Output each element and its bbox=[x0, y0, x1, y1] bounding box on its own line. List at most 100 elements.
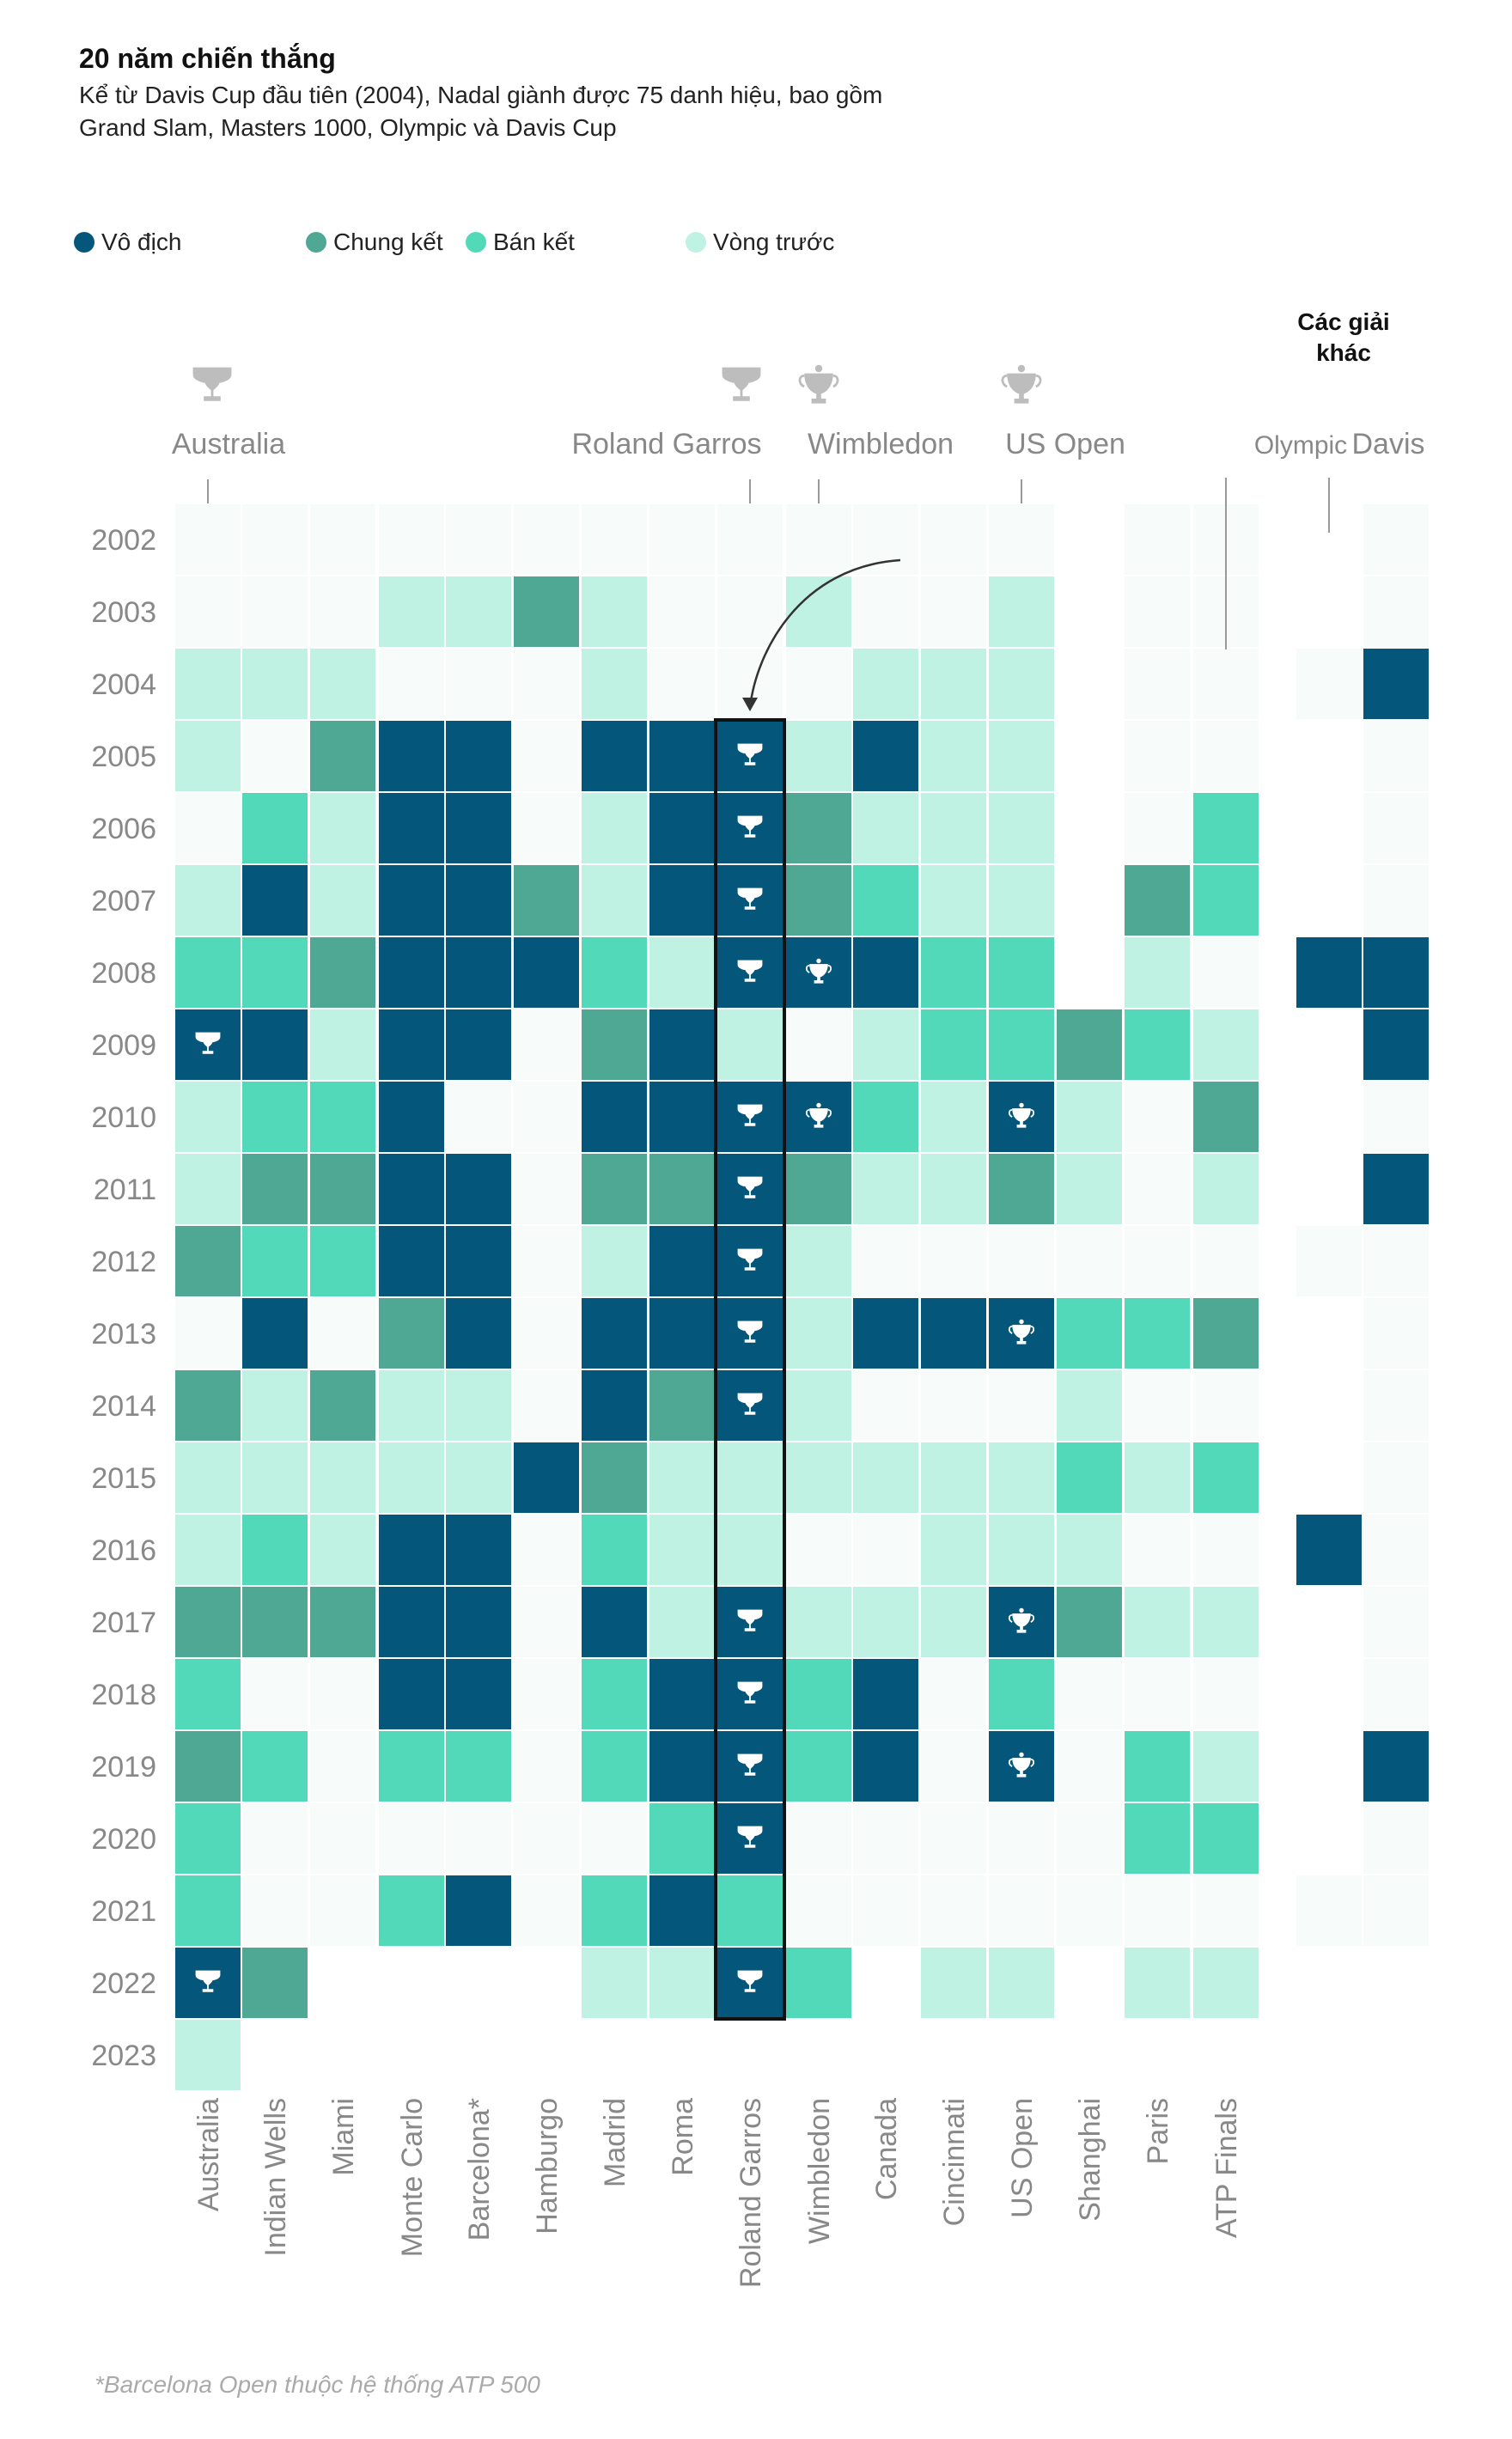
column-label-wimbledon: Wimbledon bbox=[803, 2098, 836, 2244]
cell-2010-roma bbox=[648, 1080, 716, 1154]
wimbledon-trophy-icon bbox=[798, 363, 839, 405]
cell-2007-roma bbox=[648, 863, 716, 937]
cell-2020-wimbledon bbox=[784, 1802, 853, 1875]
cell-2007-cincinnati bbox=[919, 863, 988, 937]
cell-2004-wimbledon bbox=[784, 647, 853, 721]
legend-label-champion: Vô địch bbox=[101, 229, 182, 255]
cell-2017-wimbledon bbox=[784, 1585, 853, 1659]
cell-2004-roma bbox=[648, 647, 716, 721]
cell-2004-monte-carlo bbox=[377, 647, 446, 721]
cell-2013-atp-finals bbox=[1192, 1296, 1260, 1370]
cell-2006-indian-wells bbox=[241, 791, 309, 865]
cell-2011-miami bbox=[308, 1152, 377, 1226]
cell-2017-madrid bbox=[580, 1585, 649, 1659]
cell-2018-roma bbox=[648, 1657, 716, 1731]
cell-2015-miami bbox=[308, 1441, 377, 1515]
cell-2015-roland-garros bbox=[716, 1441, 784, 1515]
cell-2003-canada bbox=[851, 575, 920, 649]
top-label-roland-garros: Roland Garros bbox=[571, 428, 761, 460]
cell-2019-wimbledon bbox=[784, 1729, 853, 1803]
cell-2005-hamburgo bbox=[512, 719, 581, 793]
annotation-arrow bbox=[742, 558, 901, 711]
cell-2013-davis bbox=[1362, 1296, 1430, 1370]
cell-2004-cincinnati bbox=[919, 647, 988, 721]
cell-2005-australia bbox=[174, 719, 242, 793]
cell-2008-roma bbox=[648, 936, 716, 1009]
cell-2003-australia bbox=[174, 575, 242, 649]
legend-dot-champion-icon bbox=[74, 232, 94, 253]
cell-2021-wimbledon bbox=[784, 1874, 853, 1948]
cell-2019-paris bbox=[1123, 1729, 1192, 1803]
cell-2020-shanghai bbox=[1055, 1802, 1124, 1875]
cell-2012-canada bbox=[851, 1224, 920, 1298]
year-label-2002: 2002 bbox=[91, 524, 156, 557]
cell-2016-shanghai bbox=[1055, 1513, 1124, 1587]
cell-2021-australia bbox=[174, 1874, 242, 1948]
cell-2009-madrid bbox=[580, 1008, 649, 1082]
legend-label-earlier-round: Vòng trước bbox=[713, 229, 835, 255]
cell-2003-cincinnati bbox=[919, 575, 988, 649]
cell-2018-monte-carlo bbox=[377, 1657, 446, 1731]
cell-2004-australia bbox=[174, 647, 242, 721]
cell-2022-madrid bbox=[580, 1946, 649, 2020]
cell-2020-madrid bbox=[580, 1802, 649, 1875]
cell-2019-australia bbox=[174, 1729, 242, 1803]
cell-2021-atp-finals bbox=[1192, 1874, 1260, 1948]
cell-2022-us-open bbox=[987, 1946, 1056, 2020]
cell-2004-us-open bbox=[987, 647, 1056, 721]
cell-2019-barcelona bbox=[444, 1729, 513, 1803]
cell-2015-shanghai bbox=[1055, 1441, 1124, 1515]
column-label-madrid: Madrid bbox=[599, 2098, 631, 2187]
cell-2009-us-open bbox=[987, 1008, 1056, 1082]
legend-item-earlier-round: Vòng trước bbox=[686, 229, 834, 256]
cell-2012-monte-carlo bbox=[377, 1224, 446, 1298]
cell-2011-hamburgo bbox=[512, 1152, 581, 1226]
cell-2003-miami bbox=[308, 575, 377, 649]
cell-2016-madrid bbox=[580, 1513, 649, 1587]
cell-2008-cincinnati bbox=[919, 936, 988, 1009]
cell-2015-wimbledon bbox=[784, 1441, 853, 1515]
cell-2015-hamburgo bbox=[512, 1441, 581, 1515]
cell-2004-davis bbox=[1362, 647, 1430, 721]
cell-2018-barcelona bbox=[444, 1657, 513, 1731]
cell-2014-barcelona bbox=[444, 1369, 513, 1442]
australian-open-trophy-icon bbox=[192, 367, 232, 401]
cell-2002-davis bbox=[1362, 503, 1430, 576]
cell-2015-australia bbox=[174, 1441, 242, 1515]
cell-2006-paris bbox=[1123, 791, 1192, 865]
cell-2005-wimbledon bbox=[784, 719, 853, 793]
cell-2014-paris bbox=[1123, 1369, 1192, 1442]
cell-2021-miami bbox=[308, 1874, 377, 1948]
cell-2018-australia bbox=[174, 1657, 242, 1731]
cell-2014-hamburgo bbox=[512, 1369, 581, 1442]
cell-2018-canada bbox=[851, 1657, 920, 1731]
cell-2014-canada bbox=[851, 1369, 920, 1442]
column-label-hamburgo: Hamburgo bbox=[531, 2098, 564, 2235]
cell-2017-roma bbox=[648, 1585, 716, 1659]
cell-2005-monte-carlo bbox=[377, 719, 446, 793]
column-label-us-open: US Open bbox=[1006, 2098, 1039, 2218]
year-label-2008: 2008 bbox=[91, 957, 156, 990]
cell-2004-indian-wells bbox=[241, 647, 309, 721]
cell-2002-hamburgo bbox=[512, 503, 581, 576]
cell-2014-madrid bbox=[580, 1369, 649, 1442]
cell-2012-barcelona bbox=[444, 1224, 513, 1298]
cell-2015-canada bbox=[851, 1441, 920, 1515]
cell-2006-hamburgo bbox=[512, 791, 581, 865]
year-label-2009: 2009 bbox=[91, 1029, 156, 1062]
cell-2021-canada bbox=[851, 1874, 920, 1948]
cell-2006-us-open bbox=[987, 791, 1056, 865]
cell-2022-indian-wells bbox=[241, 1946, 309, 2020]
cell-2006-cincinnati bbox=[919, 791, 988, 865]
cell-2018-indian-wells bbox=[241, 1657, 309, 1731]
cell-2009-barcelona bbox=[444, 1008, 513, 1082]
cell-2015-indian-wells bbox=[241, 1441, 309, 1515]
year-label-2005: 2005 bbox=[91, 741, 156, 773]
year-label-2016: 2016 bbox=[91, 1534, 156, 1567]
roland-garros-trophy-icon bbox=[722, 367, 761, 401]
cell-2015-atp-finals bbox=[1192, 1441, 1260, 1515]
top-header-labels: Các giải khác Australia Roland Garros Wimble… bbox=[172, 308, 1425, 649]
cell-2015-madrid bbox=[580, 1441, 649, 1515]
cell-2014-shanghai bbox=[1055, 1369, 1124, 1442]
annotation-arrow-head bbox=[742, 698, 758, 711]
